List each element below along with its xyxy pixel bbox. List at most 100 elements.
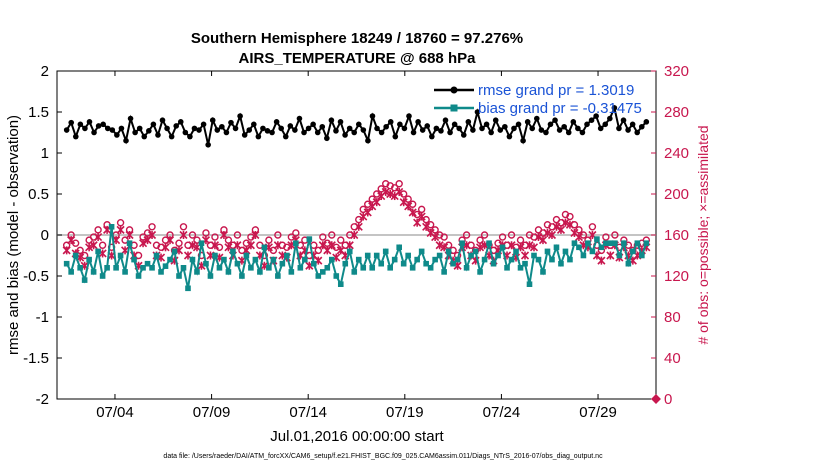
rmse-point: [100, 121, 106, 128]
bias-point: [535, 256, 542, 263]
bias-point: [117, 252, 124, 259]
bias-point: [382, 248, 389, 255]
bias-point: [378, 260, 385, 267]
bias-point: [77, 265, 83, 271]
assimilated-obs-point: [543, 228, 552, 238]
possible-obs-point: [148, 223, 156, 231]
rmse-point: [502, 123, 508, 130]
rmse-point: [196, 127, 202, 133]
bias-point: [293, 240, 299, 246]
left-tick-label: -1.5: [23, 350, 49, 367]
rmse-point: [456, 125, 462, 132]
bias-point: [598, 244, 605, 251]
assimilated-obs-point: [350, 230, 359, 240]
possible-obs-point: [350, 223, 358, 231]
rmse-point: [410, 129, 417, 136]
possible-obs-point: [431, 226, 439, 234]
rmse-point: [351, 129, 358, 136]
assimilated-obs-point: [372, 198, 381, 207]
possible-obs-point: [179, 223, 188, 231]
left-tick-label: -2: [36, 391, 49, 408]
bias-point: [387, 265, 394, 271]
rmse-point: [543, 129, 549, 136]
rmse-point: [575, 125, 581, 132]
bias-point: [302, 256, 308, 263]
bias-point: [427, 265, 434, 271]
rmse-point: [515, 121, 522, 128]
assimilated-obs-point: [251, 230, 260, 240]
rmse-point: [324, 135, 330, 142]
possible-obs-point: [184, 241, 192, 249]
assimilated-obs-point: [552, 222, 561, 231]
possible-obs-point: [206, 241, 215, 249]
assimilated-obs-point: [147, 230, 157, 240]
bias-point: [544, 248, 551, 255]
bias-point: [176, 273, 182, 279]
possible-obs-point: [355, 215, 363, 224]
rmse-point: [479, 125, 485, 132]
rmse-point: [424, 123, 431, 129]
assimilated-obs-point: [413, 218, 422, 227]
assimilated-obs-point: [395, 187, 404, 197]
right-tick-label: 120: [664, 268, 689, 285]
assimilated-obs-point: [520, 251, 530, 260]
rmse-point: [374, 125, 380, 132]
bias-point: [279, 260, 286, 267]
rmse-point: [104, 125, 111, 132]
possible-obs-point: [548, 223, 556, 231]
possible-obs-point: [575, 226, 583, 234]
rmse-point: [86, 119, 93, 125]
rmse-point: [643, 119, 650, 125]
rmse-point: [82, 125, 88, 132]
right-tick-label: 40: [664, 350, 681, 367]
bias-point: [468, 252, 474, 259]
bias-point: [423, 260, 429, 267]
rmse-point: [634, 129, 641, 136]
right-tick-label: 200: [664, 186, 689, 203]
bias-point: [643, 240, 650, 246]
assimilated-obs-point: [210, 241, 220, 250]
possible-obs-point: [359, 205, 367, 214]
possible-obs-point: [377, 185, 385, 193]
possible-obs-point: [346, 231, 354, 239]
rmse-point: [638, 123, 645, 130]
rmse-point: [264, 128, 271, 134]
possible-obs-point: [390, 184, 399, 192]
legend-rmse-label: rmse grand pr = 1.3019: [478, 82, 634, 99]
rmse-point: [127, 115, 134, 122]
possible-obs-point: [175, 239, 183, 247]
assimilated-obs-point: [246, 241, 255, 250]
left-tick-label: 0.5: [28, 186, 49, 203]
right-tick-label: 280: [664, 104, 689, 121]
bias-point: [495, 252, 501, 259]
rmse-point: [483, 121, 490, 128]
rmse-point: [524, 119, 531, 125]
rmse-point: [625, 127, 631, 133]
possible-obs-point: [161, 236, 170, 244]
bias-point: [99, 273, 106, 279]
rmse-point: [305, 125, 312, 132]
rmse-point: [447, 129, 453, 136]
bias-point: [355, 256, 362, 263]
rmse-point: [511, 125, 517, 132]
assimilated-obs-point: [85, 243, 94, 252]
assimilated-obs-point: [62, 246, 71, 255]
assimilated-obs-point: [161, 243, 170, 252]
assimilated-obs-point: [386, 189, 395, 199]
bias-point: [441, 269, 447, 275]
bias-point: [261, 244, 268, 251]
bias-point: [257, 269, 263, 275]
possible-obs-point: [611, 231, 619, 239]
rmse-point: [77, 121, 84, 128]
rmse-point: [401, 125, 408, 132]
assimilated-obs-point: [125, 230, 134, 240]
bias-point: [450, 260, 456, 267]
bias-point: [337, 281, 344, 287]
bias-point: [481, 256, 488, 263]
assimilated-obs-point: [422, 222, 431, 231]
rmse-point: [369, 113, 376, 119]
left-tick-label: -0.5: [23, 268, 49, 285]
bias-point: [589, 248, 596, 255]
rmse-point: [251, 121, 257, 128]
rmse-point: [232, 125, 239, 132]
